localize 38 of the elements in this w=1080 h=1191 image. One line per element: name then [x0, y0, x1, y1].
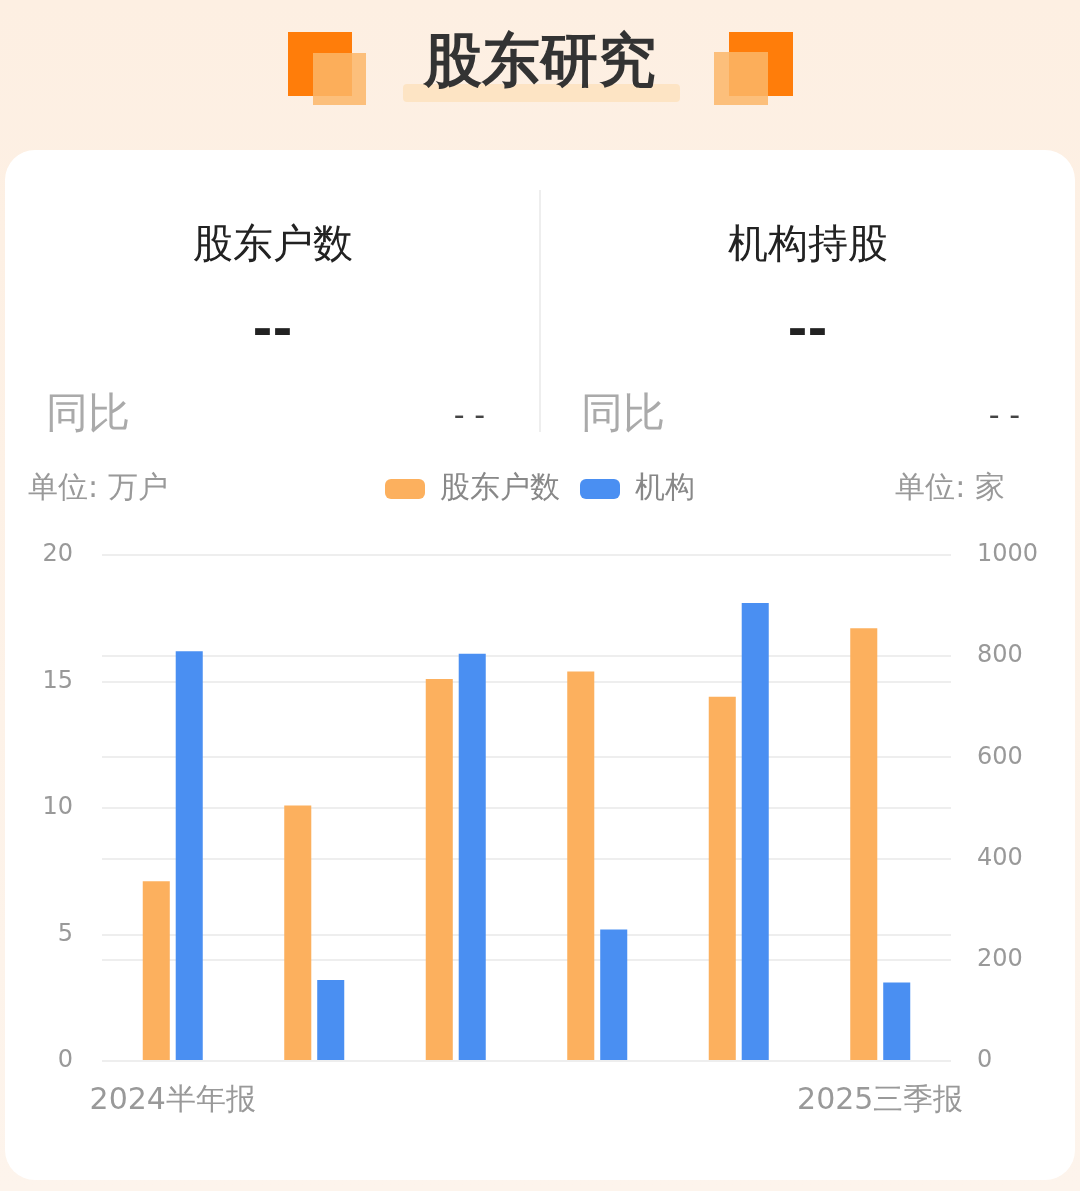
text: -- — [252, 299, 293, 358]
y-tick-label: 5 — [57, 918, 73, 947]
y2-tick-label: 200 — [977, 944, 1023, 973]
y2-tick-label: 800 — [977, 640, 1023, 669]
bar — [850, 628, 878, 1060]
bar — [284, 805, 312, 1060]
bar — [741, 603, 769, 1060]
y-tick-label: 10 — [42, 792, 73, 821]
y-axis-title: 单位: 万户 — [28, 468, 168, 504]
bar — [883, 982, 911, 1060]
y2-tick-label: 400 — [977, 842, 1023, 871]
y-tick-label: 20 — [42, 539, 73, 568]
bar — [708, 696, 736, 1060]
text: 股东户数 — [192, 219, 353, 268]
text: 同比 — [581, 387, 665, 439]
y2-axis-title: 单位: 家 — [895, 468, 1005, 504]
bar — [142, 881, 170, 1060]
bar — [425, 678, 453, 1060]
y2-tick-label: 0 — [977, 1045, 993, 1074]
y2-tick-label: 1000 — [977, 539, 1039, 568]
text: - - — [453, 396, 485, 434]
bar — [600, 929, 628, 1060]
x-tick-label: 2024半年报 — [89, 1080, 256, 1116]
x-tick-label: 2025三季报 — [797, 1080, 964, 1116]
bar — [175, 651, 203, 1060]
y-tick-label: 15 — [42, 665, 73, 694]
text: 同比 — [46, 387, 130, 439]
text: 股东研究 — [424, 25, 656, 96]
text: - - — [988, 396, 1020, 434]
y2-tick-label: 600 — [977, 741, 1023, 770]
text: 机构持股 — [727, 219, 888, 268]
legend-label: 股东户数 — [440, 468, 560, 504]
text: -- — [787, 299, 828, 358]
bar — [458, 653, 486, 1060]
legend-label: 机构 — [635, 468, 695, 504]
y-tick-label: 0 — [57, 1045, 73, 1074]
bar — [567, 671, 595, 1060]
bar — [317, 980, 345, 1060]
